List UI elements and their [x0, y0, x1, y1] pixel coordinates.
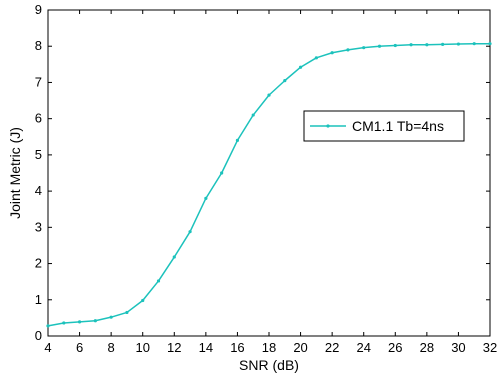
data-point — [409, 43, 413, 47]
data-point — [441, 42, 445, 47]
data-point — [93, 319, 97, 323]
data-point — [330, 51, 334, 55]
x-tick-label: 10 — [135, 340, 149, 355]
data-point — [488, 42, 492, 46]
x-tick-label: 18 — [262, 340, 276, 355]
series-layer — [46, 42, 492, 328]
data-point — [346, 48, 350, 52]
data-point — [204, 196, 208, 200]
data-point — [267, 93, 271, 97]
x-tick-label: 6 — [76, 340, 83, 355]
y-tick-label: 5 — [35, 147, 42, 162]
data-point — [425, 43, 429, 47]
x-tick-label: 14 — [199, 340, 213, 355]
data-point — [393, 43, 397, 48]
legend: CM1.1 Tb=4ns — [303, 110, 465, 142]
x-tick-label: 8 — [108, 340, 115, 355]
data-point — [220, 171, 224, 175]
data-point — [362, 46, 366, 50]
x-tick-label: 32 — [483, 340, 497, 355]
y-tick-label: 8 — [35, 38, 42, 53]
x-tick-label: 20 — [293, 340, 307, 355]
data-point — [109, 315, 113, 319]
data-point — [251, 113, 255, 117]
data-point — [188, 230, 192, 234]
x-tick-label: 30 — [451, 340, 465, 355]
x-axis-label: SNR (dB) — [239, 357, 299, 373]
data-point — [156, 279, 161, 283]
data-point — [141, 298, 145, 303]
x-tick-label: 26 — [388, 340, 402, 355]
x-tick-label: 16 — [230, 340, 244, 355]
y-tick-label: 3 — [35, 219, 42, 234]
data-point — [283, 79, 287, 83]
data-point — [46, 324, 50, 328]
x-tick-label: 22 — [325, 340, 339, 355]
x-axis-ticks: 4 6 8 10 12 14 16 18 20 22 24 26 28 30 32 — [44, 10, 497, 355]
plot-frame — [47, 9, 491, 337]
data-point — [298, 65, 303, 69]
y-tick-label: 7 — [35, 74, 42, 89]
x-tick-label: 12 — [167, 340, 181, 355]
data-point — [62, 321, 66, 325]
data-point — [235, 138, 240, 142]
y-axis-label: Joint Metric (J) — [7, 127, 23, 219]
legend-marker — [326, 124, 330, 128]
legend-label: CM1.1 Tb=4ns — [352, 118, 444, 134]
data-point — [314, 56, 318, 60]
data-point — [172, 255, 176, 259]
y-axis-ticks: 0 1 2 3 4 5 6 7 8 9 — [35, 2, 490, 343]
y-tick-label: 4 — [35, 183, 42, 198]
data-point — [456, 42, 461, 46]
x-tick-label: 28 — [420, 340, 434, 355]
data-point — [125, 310, 129, 315]
y-tick-label: 2 — [35, 256, 42, 271]
y-tick-label: 0 — [35, 328, 42, 343]
y-tick-label: 6 — [35, 111, 42, 126]
x-tick-label: 4 — [44, 340, 51, 355]
plot-area — [47, 9, 491, 337]
data-point — [77, 320, 82, 324]
y-tick-label: 9 — [35, 2, 42, 17]
data-point — [377, 44, 382, 48]
x-tick-label: 24 — [356, 340, 370, 355]
data-point — [472, 42, 476, 46]
y-tick-label: 1 — [35, 292, 42, 307]
